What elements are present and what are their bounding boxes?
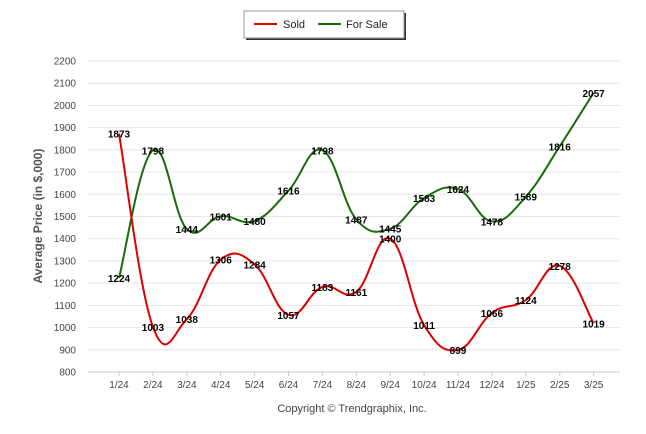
data-label-sold: 1278	[549, 262, 572, 273]
x-tick-label: 12/24	[479, 380, 504, 391]
y-tick-label: 1400	[54, 234, 77, 245]
data-label-sold: 899	[450, 346, 467, 357]
x-tick-label: 1/24	[109, 380, 129, 391]
series-lines	[118, 92, 595, 352]
y-tick-label: 1500	[54, 212, 77, 223]
grid	[88, 60, 620, 373]
y-tick-label: 1900	[54, 123, 77, 134]
data-label-sold: 1038	[176, 315, 199, 326]
y-axis-label: Average Price (in $,000)	[31, 149, 45, 284]
data-label-for-sale: 1616	[277, 187, 300, 198]
data-label-for-sale: 1478	[481, 217, 504, 228]
x-tick-label: 10/24	[412, 380, 437, 391]
data-label-for-sale: 1583	[413, 194, 436, 205]
x-tick-label: 2/25	[550, 380, 570, 391]
data-label-for-sale: 1501	[210, 212, 233, 223]
x-tick-label: 9/24	[380, 380, 400, 391]
data-label-for-sale: 1816	[549, 142, 572, 153]
data-label-for-sale: 1444	[176, 225, 199, 236]
data-label-sold: 1057	[277, 311, 300, 322]
x-tick-label: 7/24	[313, 380, 333, 391]
data-label-sold: 1183	[312, 283, 334, 294]
series-line-sold	[118, 133, 595, 352]
x-tick-label: 4/24	[211, 380, 231, 391]
data-label-for-sale: 1445	[379, 225, 402, 236]
data-label-sold: 1284	[243, 260, 266, 271]
data-label-for-sale: 1480	[243, 217, 266, 228]
y-tick-label: 1300	[54, 256, 77, 267]
y-tick-label: 1100	[54, 301, 76, 312]
data-label-sold: 1306	[210, 256, 233, 267]
legend: Sold For Sale	[243, 10, 406, 40]
y-tick-label: 1700	[54, 168, 77, 179]
data-label-for-sale: 1224	[108, 274, 131, 285]
y-tick-label: 1600	[54, 190, 77, 201]
x-tick-label: 1/25	[516, 380, 536, 391]
data-label-for-sale: 1589	[515, 193, 538, 204]
data-label-sold: 1003	[142, 323, 165, 334]
data-label-for-sale: 1624	[447, 185, 470, 196]
data-label-sold: 1161	[345, 288, 367, 299]
x-tick-label: 11/24	[446, 380, 471, 391]
y-tick-label: 1200	[54, 279, 77, 290]
series-line-for-sale	[118, 92, 595, 279]
x-tick-label: 3/24	[177, 380, 197, 391]
x-tick-label: 5/24	[245, 380, 265, 391]
data-label-sold: 1873	[108, 130, 131, 141]
x-tick-label: 3/25	[584, 380, 604, 391]
y-tick-label: 2200	[54, 57, 77, 68]
y-tick-label: 2100	[54, 79, 77, 90]
legend-label-for-sale: For Sale	[346, 19, 388, 31]
data-label-sold: 1124	[515, 296, 537, 307]
y-tick-label: 1000	[54, 323, 77, 334]
data-label-for-sale: 1798	[142, 146, 165, 157]
data-label-for-sale: 2057	[582, 89, 605, 100]
y-tick-label: 900	[59, 345, 76, 356]
legend-label-sold: Sold	[283, 19, 305, 31]
data-label-for-sale: 1798	[311, 146, 334, 157]
copyright-footer: Copyright © Trendgraphix, Inc.	[277, 403, 426, 415]
y-tick-label: 800	[59, 368, 76, 379]
data-label-sold: 1400	[379, 235, 402, 246]
axes: 800 900 1000 1100 1200 1300 1400 1500 1600 1700 18…	[54, 57, 620, 391]
y-tick-label: 2000	[54, 101, 77, 112]
data-label-sold: 1066	[481, 309, 504, 320]
x-tick-label: 2/24	[143, 380, 163, 391]
y-tick-label: 1800	[54, 145, 77, 156]
x-tick-label: 8/24	[347, 380, 367, 391]
data-labels: 1873 1003 1038 1306 1284 1057 1183 1161 1400 1011…	[108, 89, 605, 357]
x-tick-label: 6/24	[279, 380, 299, 391]
data-label-sold: 1011	[413, 321, 435, 332]
data-label-for-sale: 1487	[345, 215, 368, 226]
data-label-sold: 1019	[582, 319, 605, 330]
